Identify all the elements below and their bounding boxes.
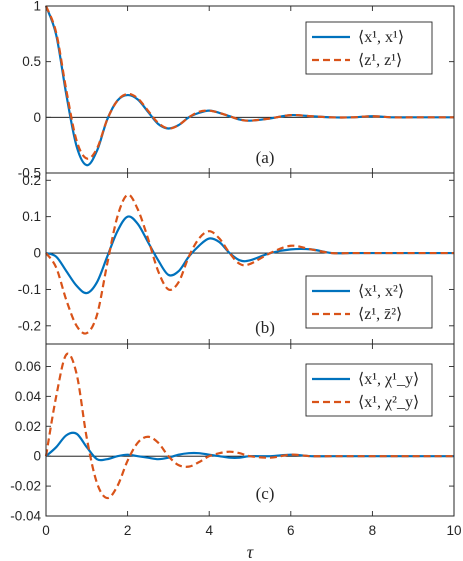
y-tick-label: 0.06	[15, 359, 41, 374]
legend: ⟨x¹, x²⟩ ⟨z¹, z̄²⟩	[305, 275, 433, 329]
legend-box	[305, 363, 433, 417]
series-line-2	[45, 193, 454, 335]
y-tick-label: 0	[33, 449, 41, 464]
y-tick-label: 0.02	[15, 419, 41, 434]
y-tick-label: 0.2	[22, 173, 41, 188]
legend-label-1: ⟨x¹, x¹⟩	[358, 29, 404, 46]
panel-1: -0.5 0 0.5 1 (a) ⟨x¹, x¹⟩ ⟨z¹, z¹⟩	[18, 0, 455, 181]
y-tick-label: 0.5	[22, 54, 41, 69]
y-tick-label: -0.2	[18, 318, 41, 333]
x-tick-label: 2	[124, 523, 132, 538]
x-axis-label: τ	[247, 542, 254, 561]
legend-label-2: ⟨x¹, χ²_y⟩	[358, 394, 419, 411]
legend-label-2: ⟨z¹, z¹⟩	[358, 52, 402, 69]
series-line-2	[44, 5, 454, 160]
y-tick-label: -0.5	[18, 166, 41, 181]
panel-3: -0.04 -0.02 0 0.02 0.04 0.06 0 2 4 6 8 10 (c) ⟨x¹, χ¹…	[10, 343, 462, 538]
x-tick-label: 6	[287, 523, 295, 538]
axes-box	[45, 343, 455, 517]
x-tick-label: 8	[369, 523, 377, 538]
legend-box	[305, 21, 433, 75]
legend: ⟨x¹, χ¹_y⟩ ⟨x¹, χ²_y⟩	[305, 363, 433, 417]
x-tick-label: 4	[205, 523, 213, 538]
y-tick-label: -0.04	[10, 509, 41, 524]
legend: ⟨x¹, x¹⟩ ⟨z¹, z¹⟩	[305, 21, 433, 75]
x-tick-label: 10	[446, 523, 461, 538]
panel-label: (c)	[256, 484, 275, 503]
legend-label-1: ⟨x¹, χ¹_y⟩	[358, 371, 419, 388]
y-tick-label: 0.04	[15, 389, 42, 404]
legend-label-2: ⟨z¹, z̄²⟩	[358, 306, 402, 323]
x-tick-label: 0	[42, 523, 50, 538]
y-tick-label: 0	[33, 246, 41, 261]
panel-2: -0.2 -0.1 0 0.1 0.2 (b) ⟨x¹, x²⟩ ⟨z¹, z̄²⟩	[18, 172, 455, 345]
y-tick-label: 1	[33, 0, 41, 14]
legend-label-1: ⟨x¹, x²⟩	[358, 283, 404, 300]
y-tick-label: 0	[33, 110, 41, 125]
panel-label: (a)	[256, 148, 275, 167]
legend-box	[305, 275, 433, 329]
series-line-2	[44, 352, 454, 500]
y-tick-label: 0.1	[22, 209, 41, 224]
series-line-1	[45, 215, 454, 295]
panel-label: (b)	[255, 318, 275, 337]
y-tick-label: -0.02	[10, 479, 41, 494]
y-tick-label: -0.1	[18, 282, 41, 297]
